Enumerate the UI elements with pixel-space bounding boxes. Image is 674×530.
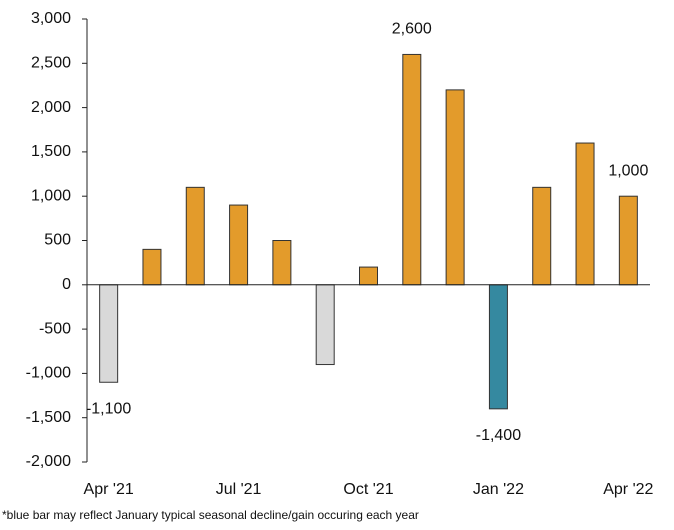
y-tick-label: -1,500 xyxy=(26,409,71,426)
x-tick-label: Apr '22 xyxy=(603,481,653,498)
bar xyxy=(575,142,595,286)
bar xyxy=(315,284,335,366)
footnote: *blue bar may reflect January typical se… xyxy=(2,508,419,522)
bar xyxy=(402,53,422,286)
y-tick-label: 0 xyxy=(62,276,71,293)
y-tick-label: -1,000 xyxy=(26,365,71,382)
x-tick-label: Apr '21 xyxy=(84,481,134,498)
y-tick-label: 500 xyxy=(44,232,71,249)
y-tick-label: -500 xyxy=(39,320,71,337)
y-tick-label: 2,000 xyxy=(31,99,71,116)
y-tick-label: 3,000 xyxy=(31,10,71,27)
data-label: 2,600 xyxy=(392,21,432,38)
bar xyxy=(229,204,249,286)
data-label: 1,000 xyxy=(608,162,648,179)
bar xyxy=(185,186,205,286)
bar xyxy=(488,284,508,410)
bar xyxy=(272,240,292,286)
bar xyxy=(532,186,552,286)
data-label: -1,400 xyxy=(476,427,521,444)
bar xyxy=(618,195,638,286)
x-tick-label: Jul '21 xyxy=(216,481,262,498)
bar xyxy=(99,284,119,383)
x-tick-label: Jan '22 xyxy=(473,481,524,498)
bar xyxy=(445,89,465,286)
bar xyxy=(142,248,162,286)
y-tick-label: 2,500 xyxy=(31,55,71,72)
y-tick-label: 1,500 xyxy=(31,143,71,160)
bar xyxy=(359,266,378,286)
y-tick-label: -2,000 xyxy=(26,453,71,470)
x-tick-label: Oct '21 xyxy=(343,481,393,498)
y-tick-label: 1,000 xyxy=(31,187,71,204)
data-label: -1,100 xyxy=(86,400,131,417)
